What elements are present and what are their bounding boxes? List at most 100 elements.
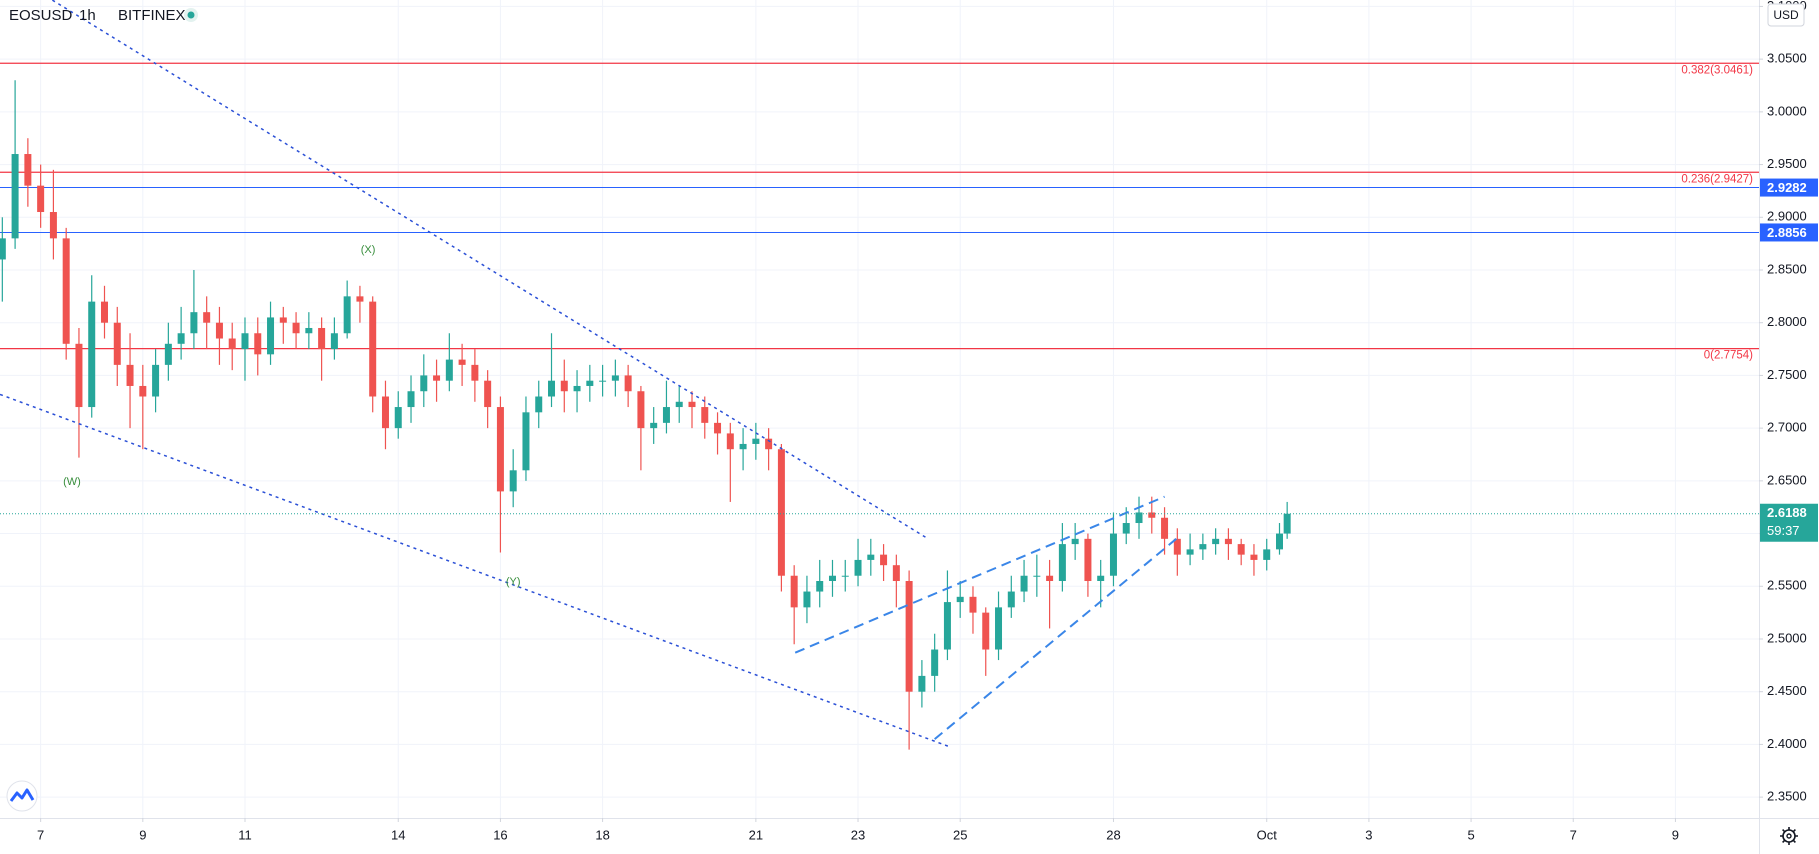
y-tick-label: 3.0000 (1767, 103, 1807, 118)
candle-body (880, 554, 888, 566)
candle-body (152, 364, 160, 397)
candle-body (420, 375, 428, 392)
candle-body (956, 596, 964, 603)
y-tick-label: 2.3500 (1767, 789, 1807, 804)
candle-body (1122, 523, 1130, 534)
candle-body (1250, 554, 1258, 560)
logo[interactable] (6, 780, 38, 812)
candle-body (816, 581, 824, 592)
candle-body (407, 391, 415, 408)
candle-body (1033, 575, 1041, 577)
candle-body (433, 375, 441, 381)
candle-body (1173, 538, 1181, 555)
candle-body (496, 407, 504, 492)
candle-body (828, 575, 836, 582)
x-tick-label: 5 (1467, 827, 1474, 842)
x-tick-label: 25 (953, 827, 967, 842)
wave-label: (X) (361, 244, 376, 256)
candle-body (650, 422, 658, 429)
y-tick-label: 2.4000 (1767, 736, 1807, 751)
candle-body (1058, 544, 1066, 582)
candle-body (739, 443, 747, 450)
candle-body (49, 212, 57, 239)
countdown: 59:37 (1767, 523, 1800, 538)
candle-body (164, 343, 172, 365)
candle-body (892, 565, 900, 582)
candle-body (1135, 512, 1143, 524)
candle-body (675, 401, 683, 408)
interval: 1h (79, 7, 96, 24)
candle-body (292, 322, 300, 334)
candle-body (943, 602, 951, 650)
candle-body (279, 317, 287, 323)
y-tick-label: 3.0500 (1767, 51, 1807, 66)
candle-body (100, 301, 108, 323)
currency-label: USD (1773, 8, 1799, 22)
candle-body (228, 338, 236, 350)
candle-body (1224, 538, 1232, 545)
candle-body (1212, 538, 1220, 545)
wave-label: (Y) (506, 576, 521, 588)
candle-body (62, 238, 70, 344)
candle-body (1109, 533, 1117, 576)
x-tick-label: 14 (391, 827, 405, 842)
price-badge-label: 2.8856 (1767, 225, 1807, 240)
price-badges: 2.9282 2.8856 2.6188 59:37 (1760, 178, 1818, 542)
trendline (794, 495, 1165, 654)
candle-body (215, 322, 223, 339)
candle-body (1046, 575, 1054, 582)
x-tick-label: 16 (493, 827, 507, 842)
candle-body (75, 343, 83, 408)
candle-body (624, 375, 632, 392)
last-price-badge (1760, 503, 1818, 542)
fib-label: 0.236(2.9427) (1681, 173, 1753, 185)
x-tick-label: 28 (1106, 827, 1120, 842)
candle-body (203, 312, 211, 323)
x-tick-label: 7 (1570, 827, 1577, 842)
last-price-label: 2.6188 (1767, 505, 1807, 520)
candle-body (765, 438, 773, 450)
candle-body (1084, 538, 1092, 582)
candle-body (1237, 544, 1245, 555)
candle-body (905, 581, 913, 692)
x-tick-label: 11 (238, 827, 252, 842)
candle-body (752, 438, 760, 444)
price-badge-label: 2.9282 (1767, 180, 1807, 195)
candle-body (969, 596, 977, 613)
trendline (0, 393, 950, 748)
price-badge (1760, 223, 1818, 242)
candle-body (1020, 575, 1028, 592)
candle-body (688, 401, 696, 408)
header: EOSUSD 1h BITFINEX (9, 7, 198, 24)
x-tick-label: Oct (1257, 827, 1278, 842)
candle-body (1199, 544, 1207, 550)
settings-button[interactable] (1780, 827, 1798, 845)
candle-body (662, 407, 670, 423)
candle-body (1283, 513, 1291, 534)
x-tick-label: 18 (595, 827, 609, 842)
candle-body (790, 575, 798, 608)
status-dot (187, 11, 195, 19)
y-tick-label: 2.4500 (1767, 683, 1807, 698)
x-tick-label: 9 (1672, 827, 1679, 842)
candle-body (637, 391, 645, 429)
gear-teeth (1780, 827, 1798, 845)
candle-body (701, 407, 709, 423)
candle-body (841, 575, 849, 577)
candle-body (726, 433, 734, 450)
candle-body (611, 375, 619, 381)
candle-body (586, 380, 594, 386)
candle-body (854, 559, 862, 576)
candle-body (1263, 549, 1271, 560)
candle-body (394, 407, 402, 429)
candle-body (126, 364, 134, 386)
y-tick-label: 2.8000 (1767, 314, 1807, 329)
y-tick-label: 2.7500 (1767, 367, 1807, 382)
x-tick-label: 9 (139, 827, 146, 842)
candle-body (714, 422, 722, 434)
candle-body (267, 317, 275, 355)
candle-body (560, 380, 568, 392)
candle-body (1071, 538, 1079, 545)
